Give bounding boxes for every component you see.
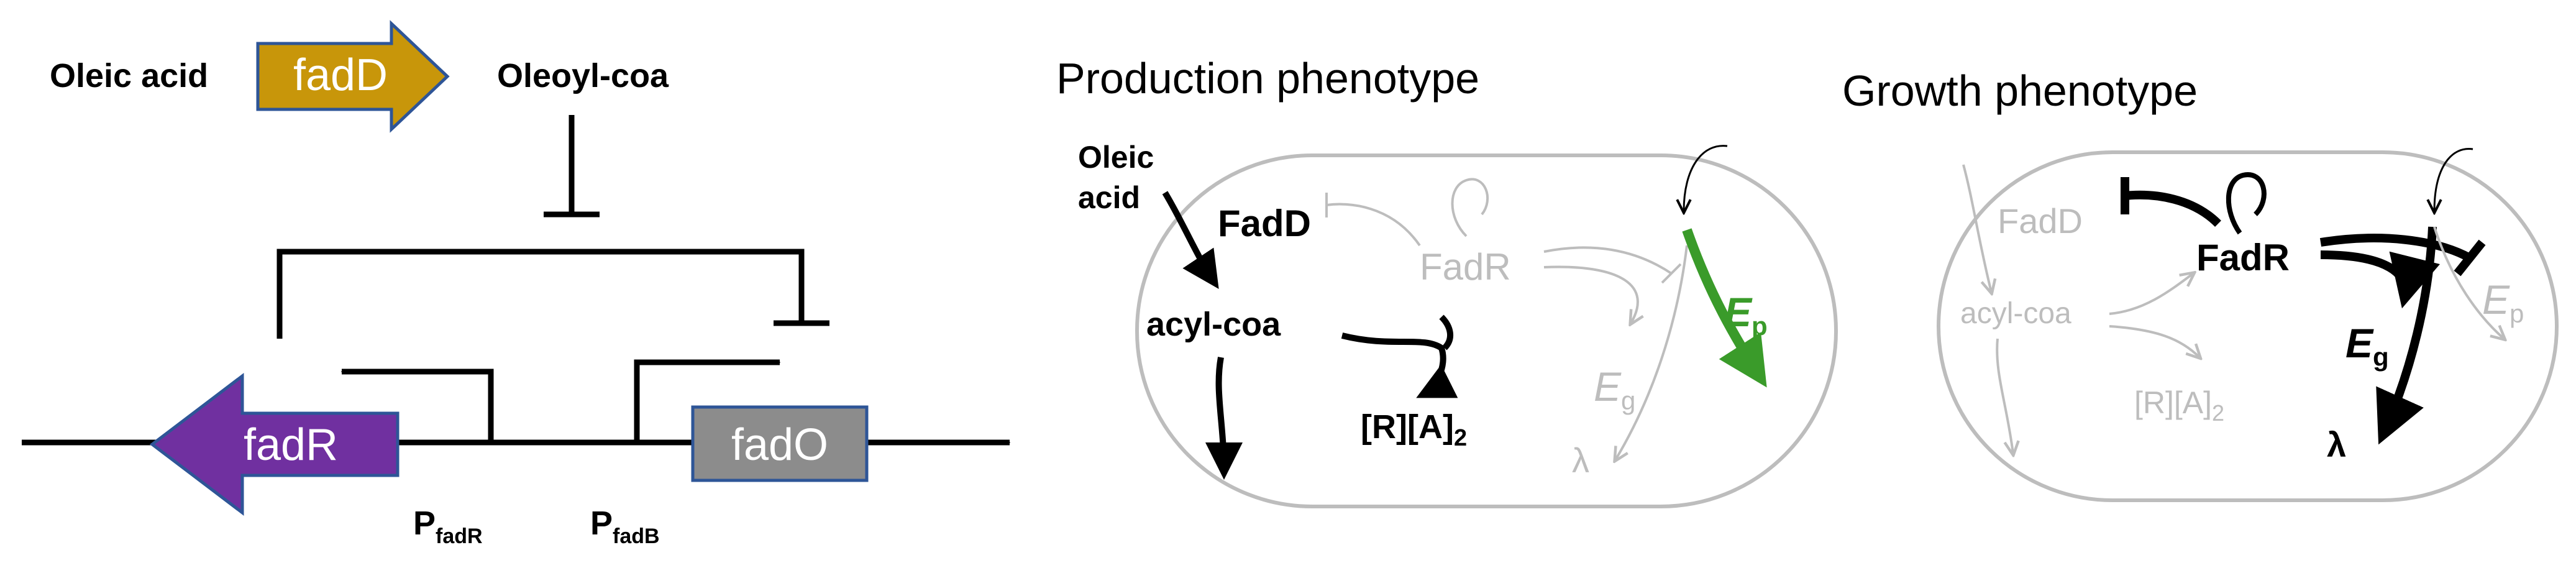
production-acylcoa-label: acyl-coa [1146,306,1281,343]
production-title: Production phenotype [1056,54,1479,103]
promoter-fadB-arrow [634,359,780,442]
promoter-fadR-arrow [342,369,494,442]
growth-lambda-label: λ [2327,425,2346,464]
production-acylcoa-to-complex-arrow [1341,332,1458,398]
production-Ep-label: Ep [1724,289,1768,341]
growth-acylcoa-degradation-arrow [1996,338,2013,454]
growth-cell-outline [1937,150,2559,502]
growth-acylcoa-label: acyl-coa [1960,297,2071,330]
growth-Ep-flux-arrow [2433,226,2504,339]
growth-Ep-label: Ep [2482,277,2524,328]
growth-phenotype-panel: Growth phenotype FadD FadR Eg λ Ep acyl-… [1842,66,2559,502]
growth-fadR-inhibits-Ep [2319,234,2472,262]
growth-fadR-autoregulation [2226,172,2267,235]
growth-fadR-inhibits-fadD [2124,190,2221,227]
production-fadR-to-complex-arc [1439,314,1453,350]
production-oleic-to-acylcoa-arrow [1162,191,1219,289]
production-lambda-label: λ [1572,441,1589,480]
production-acylcoa-degradation-arrow [1205,357,1243,480]
production-cell-outline [1135,153,1838,508]
production-fadR-inhibits-fadD [1326,203,1421,247]
growth-acylcoa-to-complex-arrow [2109,325,2199,357]
promoter-fadR-label: PfadR [413,505,483,548]
oleoyl-coa-label: Oleoyl-coa [497,57,669,94]
production-fadR-inhibits-Ep [1543,246,1673,275]
oleic-acid-label: Oleic acid [50,57,208,94]
production-oleic-label-1: Oleic [1078,140,1154,175]
production-Eg-label: Eg [1594,364,1635,415]
growth-acylcoa-to-fadR-arrow [2109,273,2193,315]
production-fadR-label: FadR [1420,246,1511,288]
production-Ep-flux-arrow [1682,228,1767,388]
growth-signal-arrow [2434,148,2473,211]
growth-to-lambda-arrow [2376,226,2437,445]
growth-fadR-label: FadR [2196,237,2290,278]
production-fadR-inhibits-Ep-bar [1661,263,1682,284]
growth-fadR-to-Eg-arrow [2320,250,2440,309]
promoter-fadB-label: PfadB [590,505,660,548]
production-fadR-autoregulation [1451,178,1489,237]
fadO-gene-box [691,405,869,482]
production-fadR-to-Eg-arrow [1543,265,1638,323]
production-phenotype-panel: Production phenotype Oleic acid FadD Fad… [1056,54,1838,508]
production-signal-arrow [1684,145,1728,211]
fadR-gene-arrow [149,372,400,516]
fadD-gene-label: fadD [293,50,388,100]
gene-circuit-panel: Oleic acid fadD Oleoyl-coa fadR PfadR Pf… [22,20,1010,548]
fadD-gene-arrow [256,20,450,133]
growth-title: Growth phenotype [1842,66,2198,115]
growth-complex-label: [R][A]2 [2134,385,2224,426]
growth-fadR-inhibits-Ep-bar [2454,239,2486,277]
fadR-repression-bracket [276,249,805,339]
growth-oleic-to-acylcoa-arrow [1962,164,1991,292]
growth-Eg-label: Eg [2345,320,2389,372]
fadR-gene-label: fadR [244,420,338,470]
growth-fadD-label: FadD [1998,201,2083,240]
fadO-gene-label: fadO [731,420,828,470]
production-oleic-label-2: acid [1078,180,1140,215]
production-fadD-label: FadD [1218,203,1311,244]
production-to-lambda-arrow [1615,245,1688,460]
production-complex-label: [R][A]2 [1361,408,1467,451]
